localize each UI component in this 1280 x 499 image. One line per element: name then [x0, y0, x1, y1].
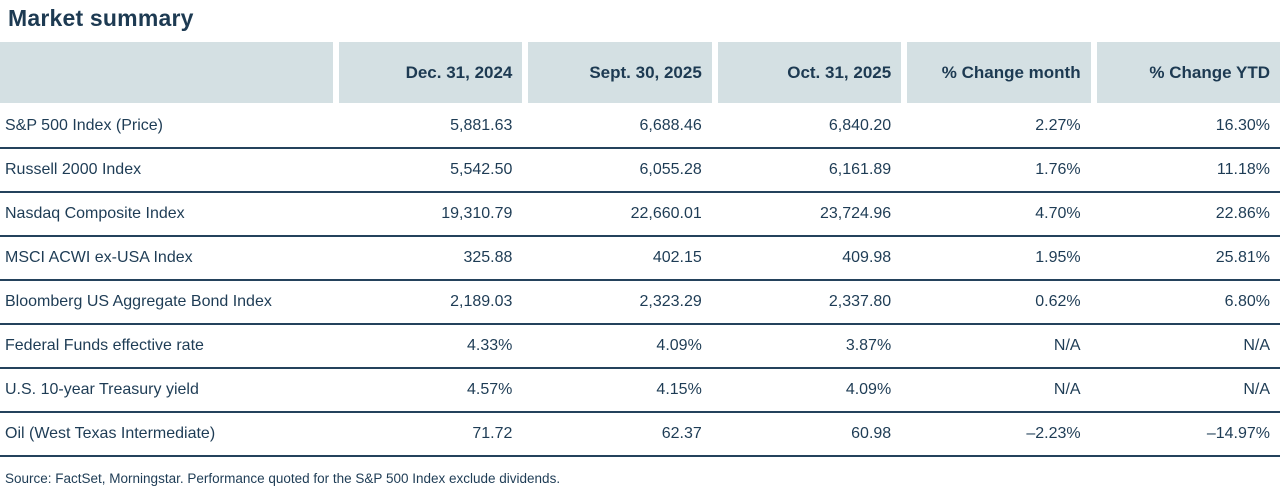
cell-value: 6,055.28: [639, 161, 702, 178]
cell-value: N/A: [1243, 337, 1270, 354]
cell-value: 1.76%: [1035, 161, 1081, 178]
cell-value: 6.80%: [1224, 293, 1270, 310]
cell-value: 325.88: [463, 249, 513, 266]
header-label: % Change YTD: [1149, 62, 1270, 82]
cell-value: 402.15: [652, 249, 702, 266]
cell-value: 22.86%: [1215, 205, 1270, 222]
cell-value: N/A: [1053, 381, 1081, 398]
cell-value: 4.09%: [845, 381, 892, 398]
row-label: S&P 500 Index (Price): [5, 117, 164, 134]
cell-value: 4.15%: [656, 381, 702, 398]
cell-value: 25.81%: [1215, 249, 1270, 266]
cell-value: 6,688.46: [639, 117, 702, 134]
cell-value: 22,660.01: [630, 205, 702, 222]
cell-value: 60.98: [851, 425, 892, 442]
table-row-sp500: S&P 500 Index (Price) 5,881.63 6,688.46 …: [0, 105, 1280, 149]
cell-value: 4.33%: [467, 337, 513, 354]
cell-value: N/A: [1053, 337, 1081, 354]
table-header-row: Dec. 31, 2024 Sept. 30, 2025 Oct. 31, 20…: [0, 42, 1280, 103]
cell-value: 6,161.89: [828, 161, 892, 178]
table-row-nasdaq: Nasdaq Composite Index 19,310.79 22,660.…: [0, 193, 1280, 237]
cell-value: 11.18%: [1216, 161, 1270, 178]
row-label: MSCI ACWI ex-USA Index: [5, 249, 193, 266]
header-cell-dec-31-2024: Dec. 31, 2024: [339, 42, 523, 103]
cell-value: 4.70%: [1035, 205, 1081, 222]
cell-value: 0.62%: [1035, 293, 1081, 310]
cell-value: 5,881.63: [450, 117, 513, 134]
cell-value: 3.87%: [845, 337, 892, 354]
market-summary-table: Dec. 31, 2024 Sept. 30, 2025 Oct. 31, 20…: [0, 42, 1280, 457]
row-label: Nasdaq Composite Index: [5, 205, 185, 222]
cell-value: 1.95%: [1035, 249, 1081, 266]
cell-value: 4.09%: [656, 337, 702, 354]
header-cell-sept-30-2025: Sept. 30, 2025: [528, 42, 712, 103]
cell-value: 2,337.80: [828, 293, 892, 310]
table-row-treasury-10yr: U.S. 10-year Treasury yield 4.57% 4.15% …: [0, 369, 1280, 413]
header-label: % Change month: [941, 62, 1081, 82]
cell-value: N/A: [1243, 381, 1270, 398]
table-row-russell2000: Russell 2000 Index 5,542.50 6,055.28 6,1…: [0, 149, 1280, 193]
cell-value: 409.98: [842, 249, 892, 266]
cell-value: 23,724.96: [820, 205, 892, 222]
table-row-oil-wti: Oil (West Texas Intermediate) 71.72 62.3…: [0, 413, 1280, 457]
cell-value: 2,189.03: [450, 293, 513, 310]
table-row-bloomberg-agg: Bloomberg US Aggregate Bond Index 2,189.…: [0, 281, 1280, 325]
header-cell-empty: [0, 42, 333, 103]
cell-value: 4.57%: [467, 381, 513, 398]
row-label: U.S. 10-year Treasury yield: [5, 381, 199, 398]
cell-value: 6,840.20: [828, 117, 892, 134]
cell-value: –2.23%: [1026, 425, 1081, 442]
page-title: Market summary: [8, 5, 194, 31]
cell-value: 5,542.50: [450, 161, 513, 178]
source-note: Source: FactSet, Morningstar. Performanc…: [5, 471, 561, 486]
cell-value: 71.72: [472, 425, 513, 442]
row-label: Bloomberg US Aggregate Bond Index: [5, 293, 272, 310]
row-label: Russell 2000 Index: [5, 161, 142, 178]
header-label: Sept. 30, 2025: [589, 62, 702, 82]
header-label: Dec. 31, 2024: [405, 62, 513, 82]
cell-value: 19,310.79: [441, 205, 513, 222]
cell-value: 2,323.29: [639, 293, 702, 310]
header-cell-oct-31-2025: Oct. 31, 2025: [717, 42, 902, 103]
header-label: Oct. 31, 2025: [787, 62, 892, 82]
header-cell-pct-change-month: % Change month: [907, 42, 1091, 103]
table-row-msci-acwi: MSCI ACWI ex-USA Index 325.88 402.15 409…: [0, 237, 1280, 281]
cell-value: –14.97%: [1206, 425, 1270, 442]
cell-value: 62.37: [661, 425, 702, 442]
header-cell-pct-change-ytd: % Change YTD: [1096, 42, 1280, 103]
cell-value: 16.30%: [1215, 117, 1270, 134]
row-label: Federal Funds effective rate: [5, 337, 204, 354]
cell-value: 2.27%: [1035, 117, 1081, 134]
table-row-fed-funds: Federal Funds effective rate 4.33% 4.09%…: [0, 325, 1280, 369]
row-label: Oil (West Texas Intermediate): [5, 425, 216, 442]
